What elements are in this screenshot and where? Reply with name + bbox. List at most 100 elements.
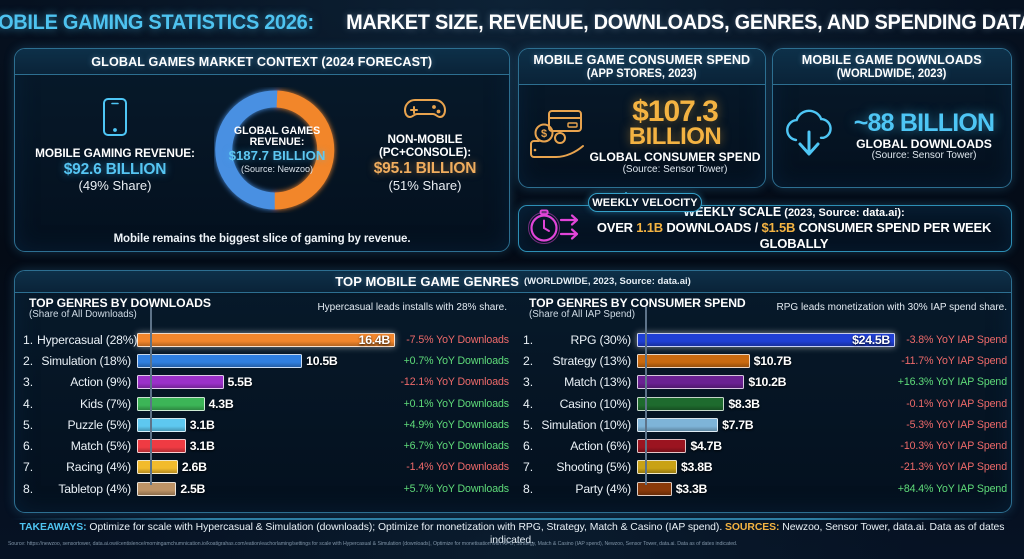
panel-downloads-header: MOBILE GAME DOWNLOADS (WORLDWIDE, 2023) <box>773 49 1011 85</box>
bar-rank: 1. <box>23 332 34 347</box>
bar-genre-label: Hypercasual (28%) <box>37 332 138 347</box>
spend-stat-text: $107.3 BILLION GLOBAL CONSUMER SPEND (So… <box>589 97 765 174</box>
bar-yoy-label: +4.9% YoY Downloads <box>403 418 510 431</box>
smartphone-icon <box>27 97 203 142</box>
market-footnote: Mobile remains the biggest slice of gami… <box>113 233 411 245</box>
bar-track: $8.3B -0.1% YoY IAP Spend <box>637 393 1011 414</box>
revenue-donut-chart: GLOBAL GAMES REVENUE: $187.7 BILLION (So… <box>214 87 340 213</box>
spend-stat-row: $ $107.3 BILLION GLOBAL CONSUMER SPEND (… <box>519 85 765 187</box>
chart-spend: TOP GENRES BY CONSUMER SPEND (Share of A… <box>515 293 1011 512</box>
bar-track: 2.6B -1.4% YoY Downloads <box>137 457 515 478</box>
bar-genre-label: Action (9%) <box>70 375 131 390</box>
bar-row: 4. Kids (7%) 4.3B +0.1% YoY Downloads <box>15 393 515 414</box>
spend-source: (Source: Sensor Tower) <box>622 163 728 175</box>
bar: $3.8B <box>637 460 713 475</box>
bar-track: 3.1B +6.7% YoY Downloads <box>137 435 515 456</box>
footer-divider <box>10 518 1014 520</box>
chart-downloads-note: Hypercasual leads installs with 28% shar… <box>317 302 507 313</box>
cloud-download-icon <box>781 106 841 167</box>
downloads-stat-row: ~88 BILLION GLOBAL DOWNLOADS (Source: Se… <box>773 85 1011 187</box>
chart-spend-head: TOP GENRES BY CONSUMER SPEND (Share of A… <box>515 293 1011 329</box>
velocity-inner: WEEKLY SCALE (2023, Source: data.ai): OV… <box>519 205 1011 252</box>
bar-genre-label: Racing (4%) <box>66 460 131 475</box>
bar-row: 8. Tabletop (4%) 2.5B +5.7% YoY Downloads <box>15 478 515 499</box>
stopwatch-icon <box>527 207 583 250</box>
bar-row: 3. Action (9%) 5.5B -12.1% YoY Downloads <box>15 372 515 393</box>
bar: $7.7B <box>637 417 754 432</box>
takeaways-text: Optimize for scale with Hypercasual & Si… <box>86 522 725 533</box>
spend-value: $107.3 <box>632 95 719 129</box>
bar: 16.4B <box>137 332 395 347</box>
velocity-spend-value: $1.5B <box>761 220 796 236</box>
chart-spend-subtitle: (Share of All IAP Spend) <box>529 308 636 320</box>
bar: $8.3B <box>637 396 760 411</box>
chart-downloads-title: TOP GENRES BY DOWNLOADS <box>29 296 211 310</box>
bar-yoy-label: -11.7% YoY IAP Spend <box>901 354 1007 367</box>
bar-track: $7.7B -5.3% YoY IAP Spend <box>637 414 1011 435</box>
bar-track: $4.7B -10.3% YoY IAP Spend <box>637 435 1011 456</box>
panel-top-genres: TOP MOBILE GAME GENRES (WORLDWIDE, 2023,… <box>14 270 1012 513</box>
footer-main-line: TAKEAWAYS: Optimize for scale with Hyper… <box>8 521 1016 547</box>
mobile-revenue-share: (49% Share) <box>78 178 152 194</box>
velocity-line2-a: OVER <box>596 220 637 236</box>
svg-text:$: $ <box>541 128 547 140</box>
bar-value-label: 4.3B <box>208 396 234 411</box>
bar-track: $10.7B -11.7% YoY IAP Spend <box>637 350 1011 371</box>
bar-yoy-label: -3.8% YoY IAP Spend <box>906 333 1007 346</box>
bar-rank: 3. <box>523 375 534 390</box>
bar: $24.5B <box>637 332 895 347</box>
bar-genre-label: Kids (7%) <box>79 396 131 411</box>
bar-row: 1. Hypercasual (28%) 16.4B -7.5% YoY Downlo… <box>15 329 515 350</box>
footer-fine-print: Source: https://newzoo, sensortower, dat… <box>8 541 738 547</box>
bar-track: 5.5B -12.1% YoY Downloads <box>137 372 515 393</box>
bar-rank: 2. <box>23 353 34 368</box>
bar-value-label: 2.6B <box>181 460 207 475</box>
bar-genre-label: RPG (30%) <box>570 332 631 347</box>
bar-track: $3.3B +84.4% YoY IAP Spend <box>637 478 1011 499</box>
bar-yoy-label: -0.1% YoY IAP Spend <box>906 397 1007 410</box>
bar-yoy-label: +6.7% YoY Downloads <box>403 440 510 453</box>
chart-downloads: TOP GENRES BY DOWNLOADS (Share of All Do… <box>15 293 515 512</box>
bar-value-label: 3.1B <box>189 439 215 454</box>
bar-rank: 4. <box>523 396 534 411</box>
bar-rank: 8. <box>523 481 534 496</box>
donut-label-line2: REVENUE: <box>249 136 305 149</box>
bar-yoy-label: -7.5% YoY Downloads <box>406 333 509 346</box>
non-mobile-label-line2: (PC+CONSOLE): <box>378 145 472 160</box>
bar-rank: 5. <box>523 417 534 432</box>
bar-track: $24.5B -3.8% YoY IAP Spend <box>637 329 1011 350</box>
bar-genre-label: Match (5%) <box>70 439 132 454</box>
velocity-downloads-value: 1.1B <box>636 220 663 236</box>
bar-track: 2.5B +5.7% YoY Downloads <box>137 478 515 499</box>
panel-spend-title: MOBILE GAME CONSUMER SPEND <box>533 52 751 68</box>
donut-label-line1: GLOBAL GAMES <box>233 124 321 137</box>
bar-value-label: 5.5B <box>227 375 253 390</box>
genres-header-title: TOP MOBILE GAME GENRES <box>335 274 519 289</box>
velocity-line2-b: DOWNLOADS / <box>662 220 762 236</box>
chart-spend-note: RPG leads monetization with 30% IAP spen… <box>776 302 1008 313</box>
downloads-caption: GLOBAL DOWNLOADS <box>856 136 992 151</box>
chart-downloads-bars: 1. Hypercasual (28%) 16.4B -7.5% YoY Downlo… <box>15 329 515 499</box>
spend-caption: GLOBAL CONSUMER SPEND <box>589 150 761 165</box>
bar-rank: 4. <box>23 396 34 411</box>
footer: TAKEAWAYS: Optimize for scale with Hyper… <box>0 519 1024 559</box>
velocity-text: WEEKLY SCALE (2023, Source: data.ai): OV… <box>583 205 1005 252</box>
mobile-revenue-value: $92.6 BILLION <box>63 161 167 179</box>
bar: $10.7B <box>637 353 792 368</box>
bar-value-label: $8.3B <box>728 396 760 411</box>
bar-rank: 3. <box>23 375 34 390</box>
panel-weekly-velocity: WEEKLY SCALE (2023, Source: data.ai): OV… <box>518 205 1012 252</box>
bar-genre-label: Action (6%) <box>570 439 631 454</box>
bar: $4.7B <box>637 439 722 454</box>
panel-consumer-spend: MOBILE GAME CONSUMER SPEND (APP STORES, … <box>518 48 766 188</box>
bar-yoy-label: +16.3% YoY IAP Spend <box>897 376 1007 389</box>
spend-value-unit: BILLION <box>628 123 722 151</box>
mobile-revenue-label: MOBILE GAMING REVENUE: <box>35 145 195 160</box>
donut-center-label: GLOBAL GAMES REVENUE: $187.7 BILLION (So… <box>214 87 340 213</box>
bar-value-label: $10.7B <box>753 353 792 368</box>
bar: $10.2B <box>637 375 787 390</box>
chart-downloads-head: TOP GENRES BY DOWNLOADS (Share of All Do… <box>15 293 515 329</box>
bar: 3.1B <box>137 439 215 454</box>
bar-track: $10.2B +16.3% YoY IAP Spend <box>637 372 1011 393</box>
